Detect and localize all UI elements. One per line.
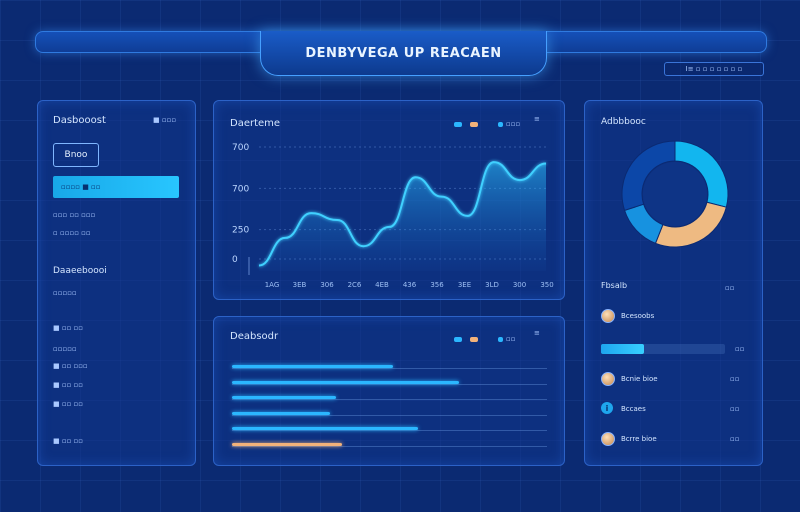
right-panel-title: Adbbbooc	[601, 117, 646, 127]
legend-swatch	[498, 337, 503, 342]
x-tick-label: 2C6	[348, 281, 362, 289]
legend-swatch	[454, 122, 462, 127]
y-tick-label: 700	[232, 143, 249, 153]
bar	[232, 427, 418, 430]
bar-track	[232, 383, 547, 385]
avatar[interactable]	[601, 372, 615, 386]
chart-panel-title: Daerteme	[230, 118, 281, 129]
info-icon[interactable]: i	[601, 402, 613, 414]
person-name: Bcrre bioe	[621, 435, 657, 443]
x-tick-label: 1AG	[265, 281, 280, 289]
y-tick-label: 0	[232, 255, 238, 265]
progress-track	[601, 344, 725, 354]
primary-button[interactable]: Bnoo	[53, 143, 99, 167]
nav-item[interactable]: ▫▫▫▫▫	[53, 289, 77, 297]
y-tick-label: 700	[232, 184, 249, 194]
chart-panel: Daerteme ▫▫▫ ≡ 0 250 700 700 1AG 3EB 306 2C6 4E…	[213, 100, 565, 300]
x-tick-label: 4EB	[375, 281, 389, 289]
donut-hole	[643, 162, 707, 226]
person-name: Bcnie bioe	[621, 375, 658, 383]
legend-swatch	[470, 337, 478, 342]
person-value: ▫▫	[730, 405, 740, 413]
x-tick-label: 436	[403, 281, 417, 289]
x-tick-label: 300	[513, 281, 526, 289]
donut-chart	[621, 140, 729, 248]
person-name: Bccaes	[621, 405, 646, 413]
primary-button-label: Bnoo	[64, 150, 88, 160]
status-box[interactable]: Ⅰ≡ ▫ ▫ ▫ ▫ ▫ ▫ ▫	[664, 62, 764, 76]
bar	[232, 411, 330, 415]
selected-nav-label: ▫▫▫▫ ■ ▫▫	[61, 183, 101, 191]
title-tab: DENBYVEGA UP REACAEN	[260, 31, 547, 76]
left-panel-title: Dasbooost	[53, 115, 106, 126]
nav-item[interactable]: ■ ▫▫ ▫▫	[53, 381, 84, 389]
selected-nav-item[interactable]: ▫▫▫▫ ■ ▫▫	[53, 176, 179, 198]
donut-segment	[621, 140, 676, 212]
bar	[232, 380, 459, 384]
left-panel: Dasbooost ■ ▫▫▫ Bnoo ▫▫▫▫ ■ ▫▫ ▫▫▫ ▫▫ ▫▫…	[37, 100, 196, 466]
x-tick-label: 3EB	[293, 281, 307, 289]
person-value: ▫▫	[730, 435, 740, 443]
bar-track	[232, 368, 547, 369]
nav-item[interactable]: ■ ▫▫ ▫▫	[53, 437, 84, 445]
x-tick-label: 3LD	[485, 281, 499, 289]
bar	[232, 442, 343, 446]
legend-label: ▫▫▫	[506, 120, 521, 128]
right-panel: Adbbbooc Fbsalb ▫▫ Bcesoobs ▫▫ Bcnie bio…	[584, 100, 763, 466]
bar-track	[232, 399, 547, 400]
bar	[232, 365, 393, 368]
x-tick-label: 356	[430, 281, 444, 289]
legend-swatch	[454, 337, 462, 342]
person-value: ▫▫	[730, 375, 740, 383]
y-tick-label: 250	[232, 226, 249, 236]
bar	[232, 396, 336, 399]
series-line	[258, 161, 547, 267]
bars-panel-title: Deabsodr	[230, 331, 279, 342]
nav-item[interactable]: ▫ ▫▫▫▫ ▫▫	[53, 229, 91, 237]
bar-track	[232, 414, 547, 416]
x-tick-label: 350	[540, 281, 553, 289]
list-title: Fbsalb	[601, 281, 628, 290]
progress-fill	[601, 344, 645, 354]
left-section-title: Daaeeboooi	[53, 266, 107, 276]
avatar[interactable]	[601, 309, 615, 323]
nav-item[interactable]: ▫▫▫ ▫▫ ▫▫▫	[53, 211, 96, 219]
bars-panel: Deabsodr ▫▫ ≡	[213, 316, 565, 466]
nav-item[interactable]: ▫▫▫▫▫	[53, 345, 77, 353]
legend-swatch	[470, 122, 478, 127]
legend-label: ▫▫	[506, 335, 516, 343]
area-fill	[259, 162, 546, 271]
menu-icon[interactable]: ≡	[534, 329, 540, 337]
area-chart: 0 250 700 700 1AG 3EB 306 2C6 4EB 436 356 3EE 3LD 30…	[232, 143, 554, 289]
menu-icon[interactable]: ≡	[534, 115, 540, 123]
avatar[interactable]	[601, 432, 615, 446]
legend-swatch	[498, 122, 503, 127]
person-name: Bcesoobs	[621, 312, 655, 320]
bar-track	[232, 445, 547, 447]
nav-item[interactable]: ■ ▫▫ ▫▫	[53, 400, 84, 408]
nav-item[interactable]: ■ ▫▫ ▫▫▫	[53, 362, 88, 370]
bar-track	[232, 430, 547, 431]
x-tick-label: 3EE	[458, 281, 471, 289]
left-title-badge: ■ ▫▫▫	[153, 116, 177, 124]
list-title-right: ▫▫	[725, 284, 735, 292]
x-tick-label: 306	[320, 281, 334, 289]
app-title: DENBYVEGA UP REACAEN	[305, 45, 502, 61]
progress-value: ▫▫	[735, 345, 745, 353]
nav-item[interactable]: ■ ▫▫ ▫▫	[53, 324, 84, 332]
